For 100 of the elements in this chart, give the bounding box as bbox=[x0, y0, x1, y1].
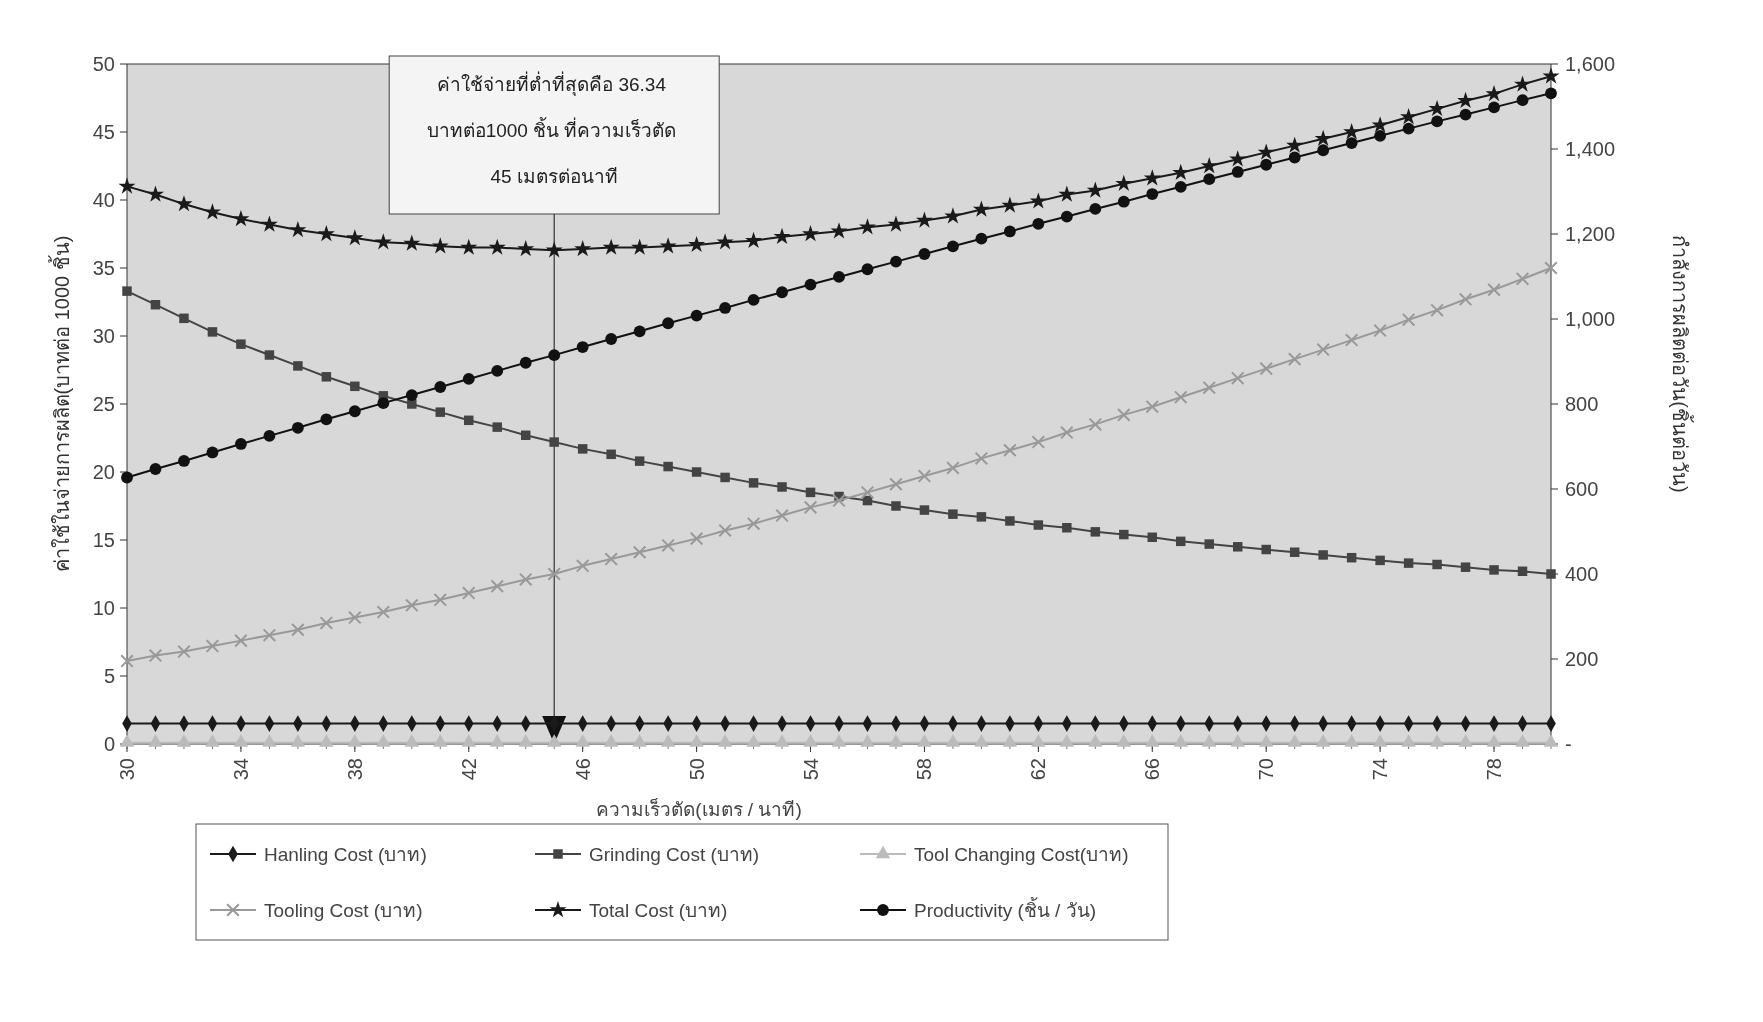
point bbox=[890, 255, 902, 268]
point bbox=[433, 593, 448, 607]
legend-label: Total Cost (บาท) bbox=[589, 899, 728, 921]
point bbox=[663, 461, 673, 472]
point bbox=[773, 227, 791, 244]
point bbox=[236, 339, 246, 349]
point bbox=[291, 622, 305, 637]
point bbox=[634, 456, 645, 466]
point bbox=[264, 350, 275, 360]
point bbox=[662, 317, 675, 330]
point bbox=[1371, 116, 1389, 133]
point bbox=[577, 444, 588, 454]
point bbox=[319, 616, 334, 630]
point bbox=[262, 628, 277, 643]
point bbox=[146, 185, 164, 202]
y-tick-label: 5 bbox=[103, 665, 115, 687]
point bbox=[545, 241, 563, 258]
point bbox=[1146, 188, 1159, 200]
point bbox=[1032, 217, 1045, 230]
point bbox=[1145, 399, 1160, 414]
point bbox=[317, 225, 335, 242]
point bbox=[804, 278, 817, 291]
x-tick-label: 70 bbox=[1255, 758, 1278, 781]
point bbox=[234, 633, 248, 648]
point bbox=[1403, 558, 1414, 568]
point bbox=[1375, 555, 1385, 566]
point bbox=[719, 302, 731, 314]
point bbox=[377, 397, 390, 410]
point bbox=[150, 299, 161, 310]
point bbox=[1458, 292, 1473, 307]
point bbox=[203, 203, 221, 220]
y2-tick-label: - bbox=[1565, 733, 1572, 755]
point bbox=[631, 238, 649, 255]
point bbox=[1546, 569, 1556, 579]
point bbox=[1260, 158, 1273, 171]
point bbox=[1318, 550, 1328, 560]
point bbox=[604, 552, 618, 566]
point bbox=[802, 225, 820, 242]
point bbox=[972, 200, 990, 217]
point bbox=[1401, 312, 1416, 327]
point bbox=[576, 341, 589, 353]
point bbox=[1230, 371, 1245, 385]
point bbox=[1231, 166, 1244, 178]
point bbox=[1488, 101, 1500, 114]
point bbox=[1460, 562, 1471, 572]
point bbox=[918, 248, 931, 260]
point bbox=[1232, 542, 1243, 552]
y2-tick-label: 800 bbox=[1565, 393, 1599, 415]
point bbox=[121, 471, 133, 484]
point bbox=[1203, 173, 1216, 186]
point bbox=[1489, 565, 1499, 575]
point bbox=[1544, 261, 1558, 275]
point bbox=[1117, 195, 1130, 208]
point bbox=[118, 177, 136, 194]
x-axis-title: ความเร็วตัด(เมตร / นาที) bbox=[596, 797, 802, 820]
point bbox=[205, 639, 220, 653]
point bbox=[606, 449, 616, 460]
point bbox=[1317, 144, 1330, 157]
point bbox=[206, 446, 219, 459]
point bbox=[1289, 547, 1300, 557]
legend-label: Productivity (ชิ้น / วัน) bbox=[914, 896, 1096, 921]
point bbox=[149, 463, 162, 475]
point bbox=[1432, 559, 1442, 570]
point bbox=[518, 572, 533, 587]
y-tick-label: 35 bbox=[92, 257, 115, 279]
point bbox=[1090, 527, 1101, 537]
point bbox=[488, 238, 506, 255]
point bbox=[1174, 180, 1187, 193]
x-tick-label: 38 bbox=[343, 758, 366, 781]
point bbox=[720, 472, 730, 483]
text: ค่าใช้จ่ายที่ต่ำที่สุดคือ 36.34 บาทต่อ1000 ชิ้น ที่ความเร็วตัด 45 เมตรต่อนาที bbox=[426, 73, 677, 187]
x-tick-label: 58 bbox=[913, 758, 936, 781]
point bbox=[1200, 157, 1218, 174]
point bbox=[830, 222, 848, 239]
point bbox=[120, 654, 134, 668]
point bbox=[1173, 390, 1188, 405]
point bbox=[1088, 417, 1103, 432]
point bbox=[633, 325, 646, 338]
y-tick-label: 15 bbox=[92, 529, 115, 551]
point bbox=[374, 233, 392, 250]
y2-tick-label: 1,200 bbox=[1565, 223, 1616, 245]
point bbox=[1344, 333, 1359, 347]
y-tick-label: 25 bbox=[92, 393, 115, 415]
point bbox=[148, 648, 163, 663]
point bbox=[1516, 94, 1529, 107]
point bbox=[1202, 380, 1217, 395]
point bbox=[1286, 136, 1304, 153]
point bbox=[948, 509, 958, 519]
y-tick-label: 45 bbox=[92, 121, 115, 143]
point bbox=[1147, 532, 1158, 543]
point bbox=[1003, 225, 1016, 238]
point bbox=[490, 579, 505, 594]
y2-tick-label: 200 bbox=[1565, 648, 1599, 670]
point bbox=[1259, 361, 1274, 376]
point bbox=[775, 508, 789, 523]
x-tick-label: 62 bbox=[1027, 758, 1050, 781]
point bbox=[1517, 566, 1528, 577]
x-tick-label: 42 bbox=[457, 758, 480, 781]
point bbox=[1345, 137, 1358, 149]
y2-tick-label: 1,000 bbox=[1565, 308, 1616, 330]
